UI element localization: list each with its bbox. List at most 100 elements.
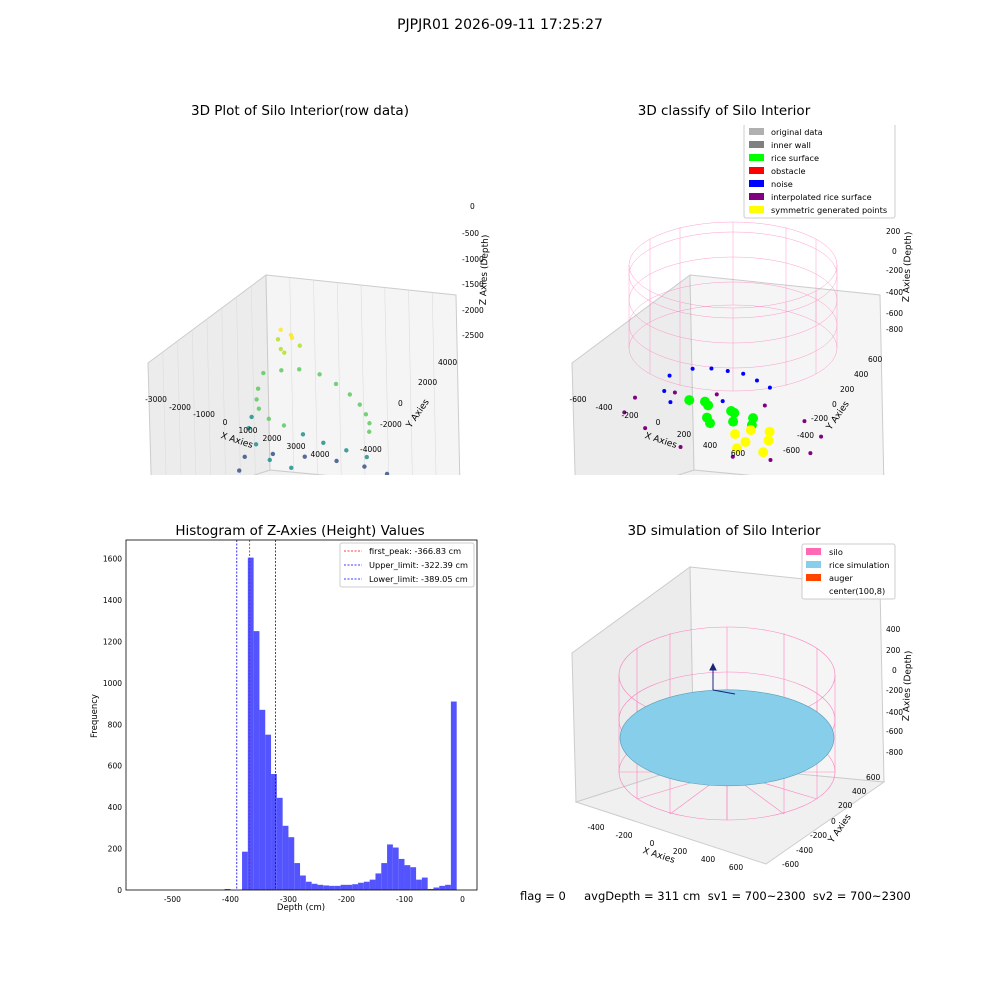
histogram-bar (421, 877, 428, 890)
histogram-bar (247, 557, 254, 890)
z-tick: 0 (892, 666, 897, 675)
histogram-bar (282, 825, 289, 890)
data-point (720, 399, 725, 404)
data-point (730, 454, 735, 459)
y-tick: 1400 (103, 596, 122, 605)
panel3-histogram: -500 -400 -300 -200 -100 0 0 200 400 600… (90, 539, 478, 913)
y-tick: 400 (854, 370, 869, 379)
data-point (741, 371, 746, 376)
data-point (278, 327, 283, 333)
x-tick: 0 (656, 418, 661, 427)
figure-suptitle: PJPJR01 2026-09-11 17:25:27 (397, 17, 603, 33)
data-point (302, 454, 307, 459)
data-point (732, 443, 743, 454)
legend-label: noise (771, 179, 793, 189)
x-tick: 0 (650, 839, 655, 848)
y-tick: 0 (831, 817, 836, 826)
panel1-z-ticks: 0 -500 -1000 -1500 -2000 -2500 (462, 202, 484, 340)
panel1-zlabel: Z Axies (Depth) (479, 235, 491, 306)
histogram-bar (450, 701, 457, 890)
histogram-bar (265, 734, 272, 890)
data-point (357, 402, 362, 407)
legend-swatch (749, 141, 764, 148)
histogram-bar (392, 847, 399, 890)
x-tick: -200 (338, 895, 355, 904)
data-point (768, 458, 773, 463)
y-tick: 1600 (103, 555, 122, 564)
panel4-rice-surface (619, 689, 835, 787)
y-tick: 0 (117, 886, 122, 895)
panel4-y-ticks: -600 -400 -200 0 200 400 600 (782, 773, 881, 869)
legend-label: inner wall (771, 140, 811, 150)
panel3-title: Histogram of Z-Axies (Height) Values (175, 523, 425, 539)
histogram-bar (305, 881, 312, 890)
y-tick: -600 (783, 446, 800, 455)
data-point (281, 423, 287, 428)
panel2-legend: original data inner wall rice surface ob… (743, 125, 896, 219)
y-tick: 600 (868, 355, 883, 364)
data-point (763, 435, 774, 446)
panel1-y-ticks: -4000 -2000 0 2000 4000 (360, 358, 457, 454)
legend-swatch (749, 128, 764, 135)
x-tick: -400 (222, 895, 239, 904)
data-point (363, 412, 369, 417)
data-point (367, 429, 372, 434)
histogram-bar (259, 709, 266, 890)
histogram-bar (329, 885, 335, 890)
data-point (300, 432, 306, 437)
histogram-bar (276, 797, 283, 890)
histogram-bar (334, 885, 341, 890)
panel4-z-ticks: 400 200 0 -200 -400 -600 -800 (886, 625, 903, 757)
data-point (254, 397, 259, 402)
panel2-y-ticks: -600 -400 -200 0 200 400 600 (783, 355, 883, 455)
z-tick: -200 (886, 686, 903, 695)
legend-label: Lower_limit: -389.05 cm (369, 574, 468, 584)
data-point (767, 385, 772, 390)
data-point (362, 464, 367, 469)
panel3-xlabel: Depth (cm) (277, 903, 325, 913)
data-point (758, 447, 769, 458)
x-tick: 4000 (310, 450, 329, 459)
data-point (384, 471, 390, 475)
panel1-grid (162, 277, 437, 475)
x-tick: -100 (396, 895, 413, 904)
data-point (709, 366, 714, 371)
histogram-bar (300, 875, 306, 890)
data-point (261, 370, 266, 376)
panel4-legend: silo rice simulation auger center(100,8) (801, 543, 896, 600)
histogram-bar (317, 884, 324, 890)
data-point (633, 395, 637, 400)
x-tick: -3000 (145, 395, 167, 404)
legend-label: first_peak: -366.83 cm (369, 546, 461, 556)
legend-swatch (806, 561, 821, 568)
legend-swatch (749, 180, 764, 187)
legend-label: Upper_limit: -322.39 cm (369, 560, 468, 570)
panel2-zlabel: Z Axies (Depth) (902, 232, 914, 303)
panel1-raw-scatter: -3000 -2000 -1000 0 1000 2000 3000 4000 … (145, 202, 491, 475)
z-tick: -2000 (462, 306, 484, 315)
panel2-silo-wireframe (628, 221, 838, 392)
data-point (242, 454, 247, 460)
data-point (678, 444, 683, 449)
histogram-bar (387, 844, 393, 890)
x-tick: -1000 (193, 410, 215, 419)
panel1-x-ticks: -3000 -2000 -1000 0 1000 2000 3000 4000 (145, 395, 330, 459)
panel4-xlabel: X Axies (641, 846, 676, 866)
histogram-bar (398, 858, 405, 890)
x-tick: -400 (595, 403, 612, 412)
data-point (364, 454, 369, 460)
data-point (266, 416, 272, 422)
histogram-bar (271, 774, 277, 890)
legend-label: symmetric generated points (771, 205, 887, 215)
data-point (754, 378, 759, 383)
z-tick: -400 (886, 708, 903, 717)
histogram-bar (445, 884, 451, 890)
x-tick: 400 (701, 855, 716, 864)
y-tick: 400 (852, 787, 867, 796)
panel2-classify-scatter: -600 -400 -200 0 200 400 600 X Axies -60… (569, 125, 914, 475)
data-point (255, 386, 261, 391)
panel3-frame (125, 539, 478, 891)
histogram-bar (323, 885, 330, 890)
x-tick: 600 (729, 863, 744, 872)
y-tick: 0 (832, 400, 837, 409)
